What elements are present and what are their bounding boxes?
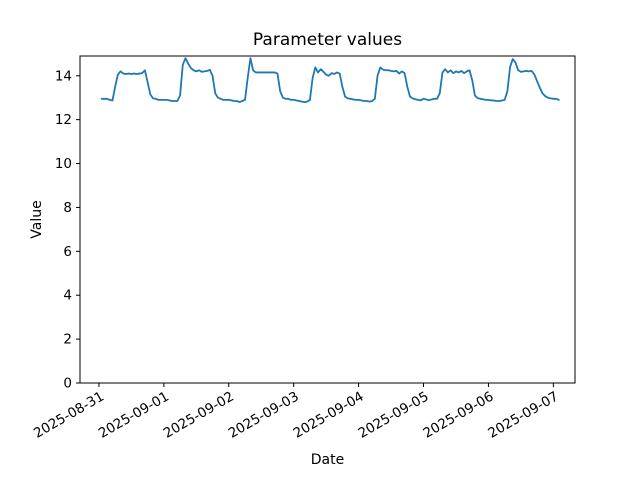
series-layer [100,57,560,103]
y-tick-label: 4 [63,288,72,304]
chart-title: Parameter values [253,30,402,50]
series-line [100,57,560,103]
y-tick-label: 0 [63,376,72,392]
y-tick-label: 12 [55,112,72,128]
y-tick-label: 10 [55,156,72,172]
y-tick-label: 14 [55,68,72,84]
y-tick-label: 6 [63,244,72,260]
y-tick-label: 8 [63,200,72,216]
x-axis-label: Date [311,452,344,468]
y-axis-label: Value [29,200,45,238]
y-tick-label: 2 [63,332,72,348]
plot-area-spines [79,55,576,384]
